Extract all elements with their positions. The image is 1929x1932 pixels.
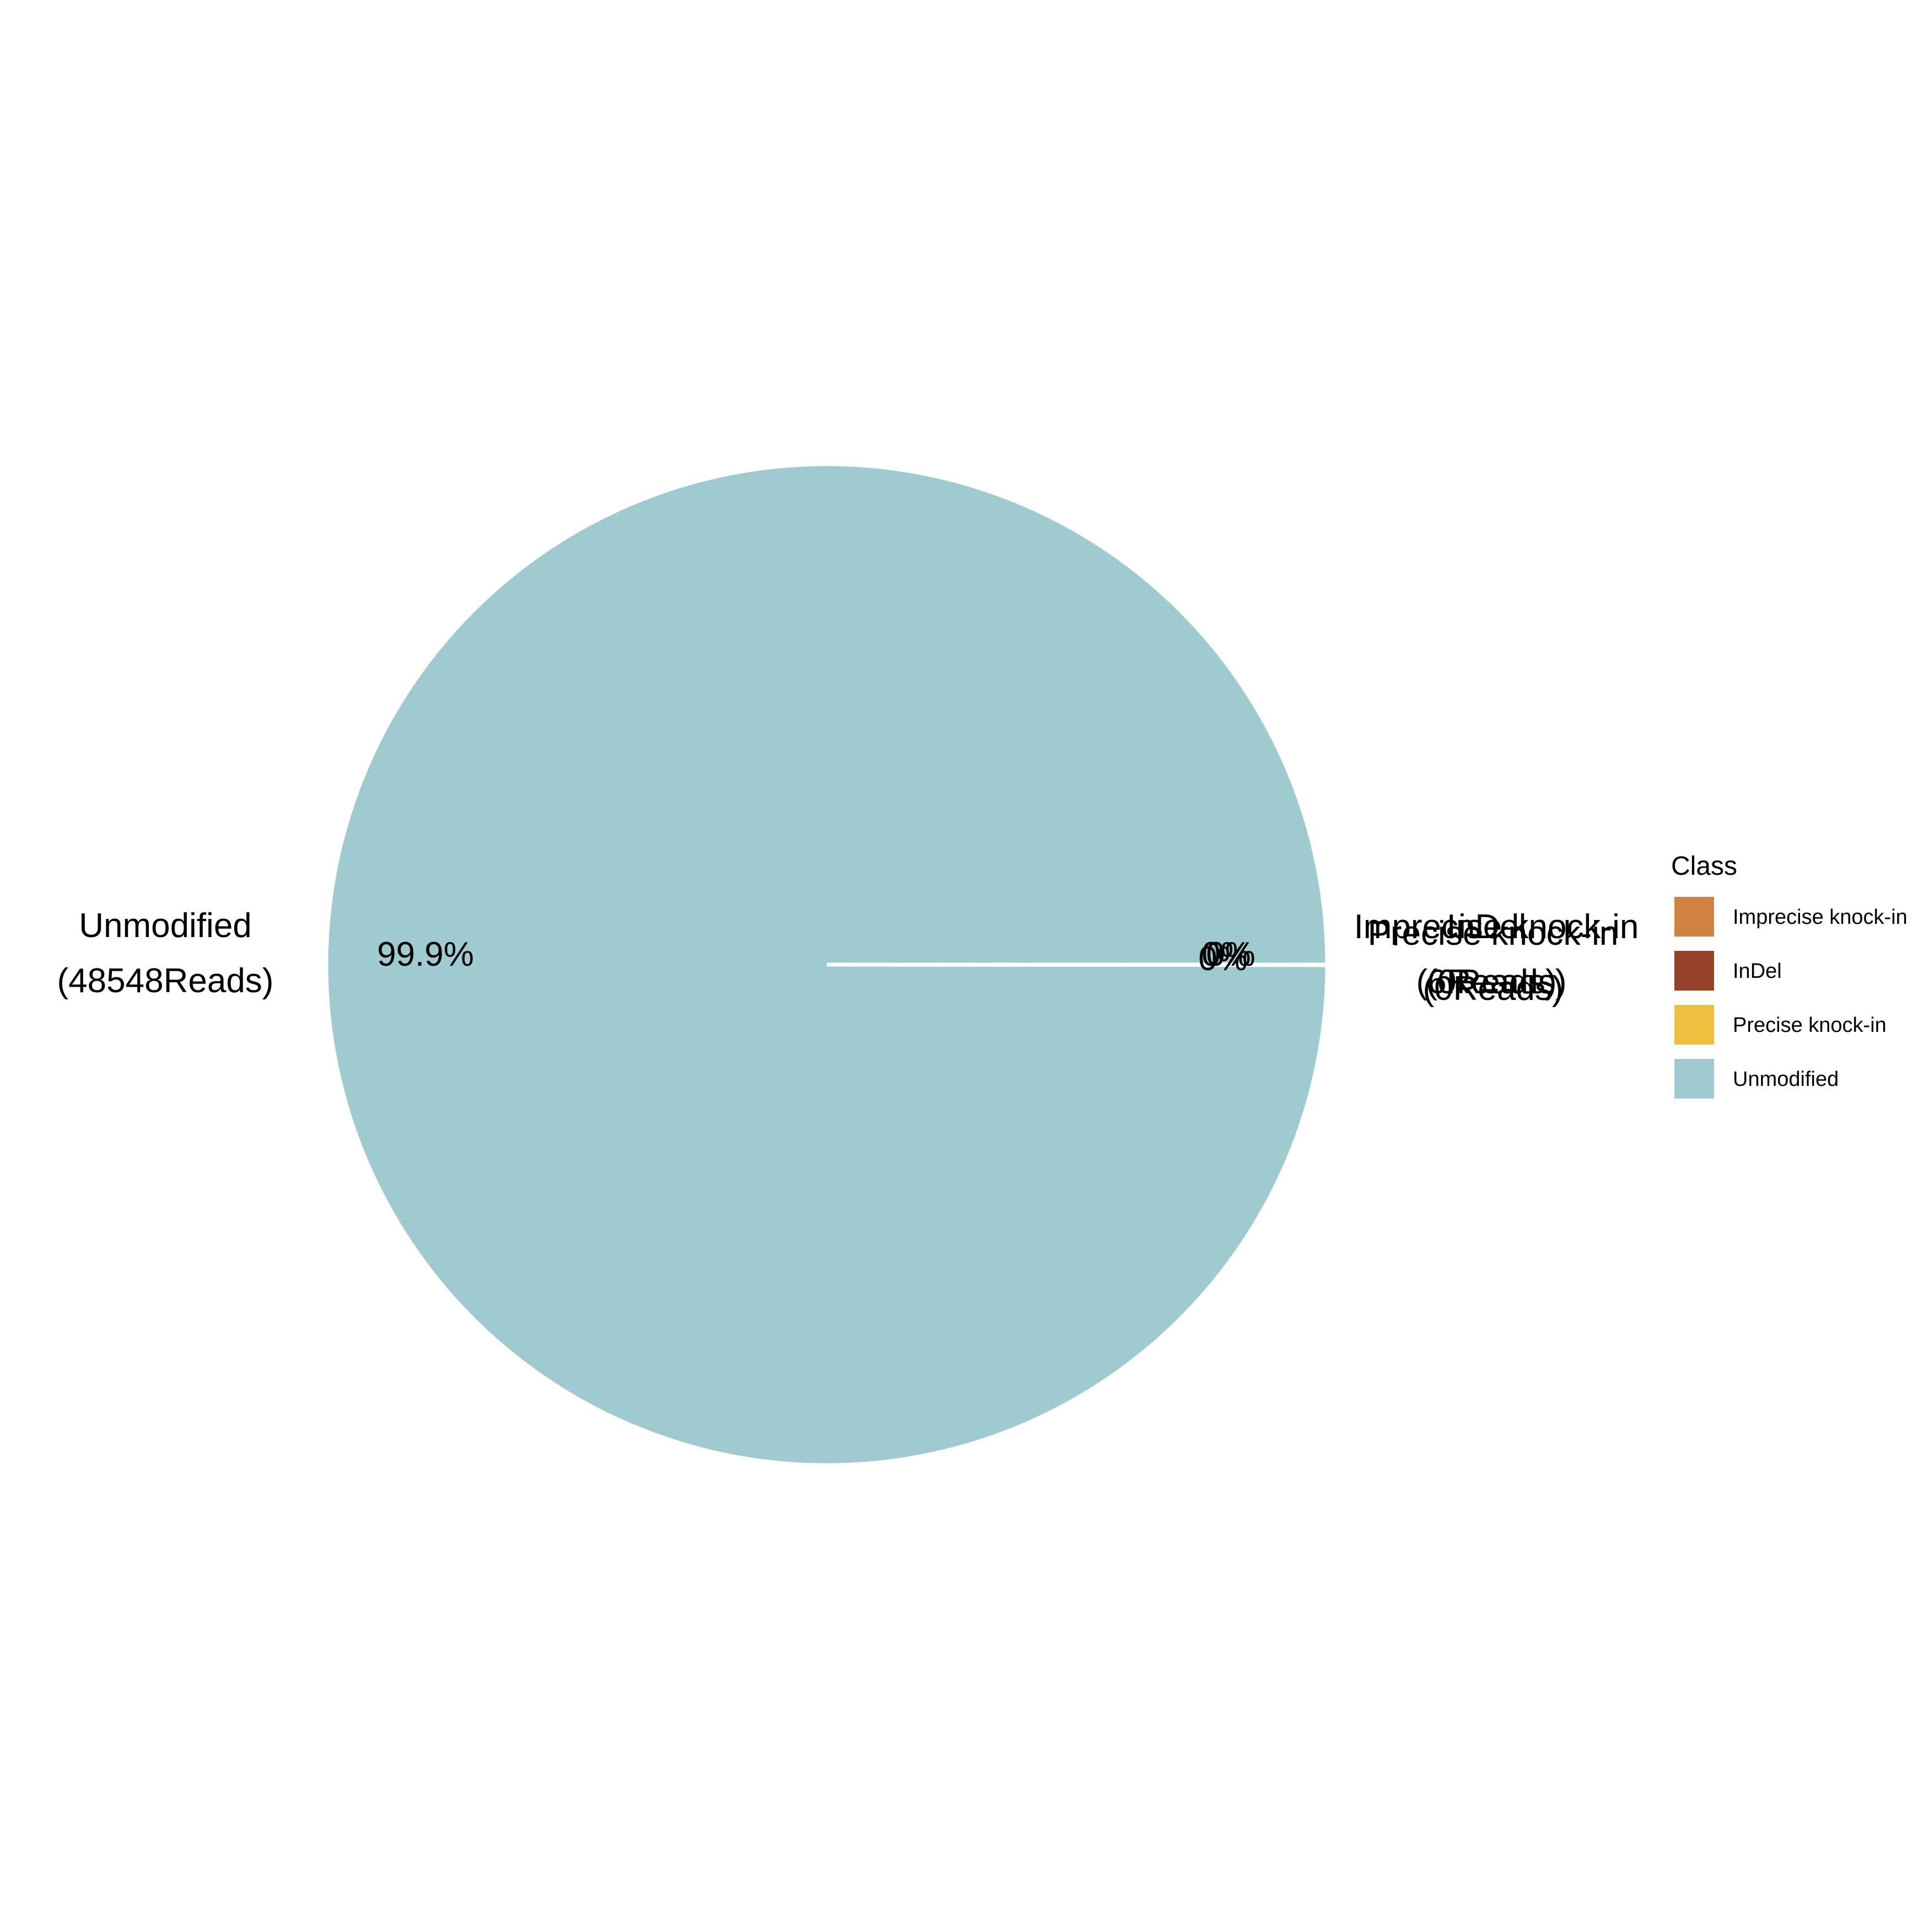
slice-percent-label-precise-knock-in: 0% — [1198, 940, 1248, 978]
legend-key-indel — [1674, 951, 1714, 991]
slice-reads-label-unmodified: (48548Reads) — [57, 962, 274, 1000]
legend-label-indel: InDel — [1733, 960, 1782, 983]
legend-key-precise-knock-in — [1674, 1005, 1714, 1045]
slice-label-indel: InDel — [1447, 908, 1527, 946]
slice-label-unmodified: Unmodified — [79, 907, 252, 945]
legend-key-imprecise-knock-in — [1674, 897, 1714, 937]
legend-key-unmodified — [1674, 1059, 1714, 1099]
slice-percent-label-imprecise-knock-in: 0% — [1201, 935, 1251, 973]
slice-reads-label-imprecise-knock-in: (0Reads) — [1426, 963, 1567, 1001]
slice-reads-label-precise-knock-in: (0Reads) — [1423, 970, 1564, 1008]
slice-percent-label-indel: 0% — [1206, 935, 1256, 973]
pie-slices — [324, 462, 1329, 1467]
legend-title: Class — [1671, 852, 1737, 881]
pie-labels: Unmodified (48548Reads) 99.9% Imprecise kno… — [57, 907, 1639, 1008]
slice-percent-label-unmodified: 99.9% — [377, 935, 474, 973]
slice-label-imprecise-knock-in: Imprecise knock-in — [1354, 908, 1639, 946]
slice-reads-label-indel: (6Reads) — [1416, 963, 1557, 1001]
legend-label-imprecise-knock-in: Imprecise knock-in — [1733, 906, 1908, 929]
slice-label-precise-knock-in: Precise knock-in — [1368, 914, 1619, 952]
legend-label-precise-knock-in: Precise knock-in — [1733, 1014, 1887, 1037]
legend-label-unmodified: Unmodified — [1733, 1068, 1839, 1091]
legend: Class Imprecise knock-in InDel Precise kno… — [1671, 852, 1908, 1099]
